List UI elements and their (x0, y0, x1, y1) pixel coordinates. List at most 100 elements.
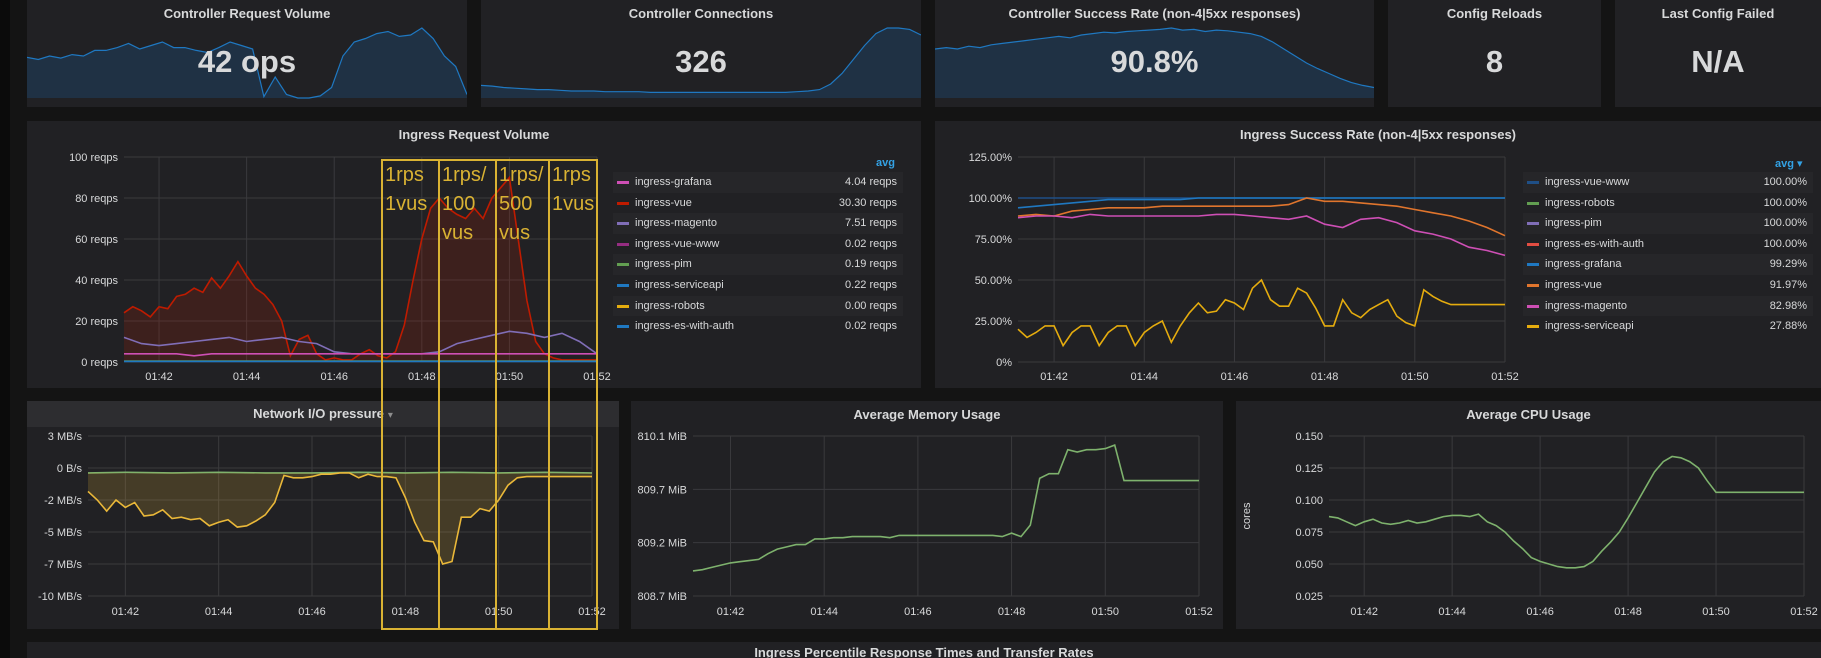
panel-title: Controller Connections (628, 6, 774, 21)
y-tick-label: 60 reqps (75, 234, 118, 246)
caret-down-icon[interactable]: ▾ (387, 410, 393, 421)
legend-name: ingress-robots (1545, 196, 1615, 209)
series-line-ingress-grafana (124, 353, 597, 357)
panel-title[interactable]: Network I/O pressure ▾ (27, 401, 619, 427)
legend-item-ingress-vue[interactable]: ingress-vue 91.97% (1523, 275, 1813, 296)
y-tick-label: -10 MB/s (38, 591, 83, 603)
legend-item-ingress-grafana[interactable]: ingress-grafana 99.29% (1523, 254, 1813, 275)
x-tick-label: 01:46 (904, 606, 932, 618)
legend-item-ingress-es-with-auth[interactable]: ingress-es-with-auth 0.02 reqps (613, 316, 903, 337)
legend-value: 82.98% (1769, 299, 1807, 312)
series-line-ingress-magento (1017, 213, 1506, 257)
y-tick-label: 40 reqps (75, 275, 118, 287)
legend-item-ingress-es-with-auth[interactable]: ingress-es-with-auth 100.00% (1523, 234, 1813, 255)
legend-name: ingress-vue (635, 196, 692, 209)
panel-average-cpu-usage[interactable]: Average CPU Usage 0.025 0.050 0.075 0.100 0.… (1236, 401, 1821, 629)
legend-swatch-icon (617, 325, 629, 329)
legend-item-ingress-serviceapi[interactable]: ingress-serviceapi 27.88% (1523, 316, 1813, 337)
legend-item-ingress-magento[interactable]: ingress-magento 7.51 reqps (613, 213, 903, 234)
legend-item-ingress-vue[interactable]: ingress-vue 30.30 reqps (613, 193, 903, 214)
stat-config-reloads[interactable]: Config Reloads 8 (1388, 0, 1601, 107)
y-tick-label: 80 reqps (75, 193, 118, 205)
legend-item-ingress-magento[interactable]: ingress-magento 82.98% (1523, 295, 1813, 317)
y-tick-label: -7 MB/s (44, 559, 82, 571)
legend: ingress-vue-www 100.00% ingress-robots 100.… (1523, 172, 1813, 337)
panel-title: Average Memory Usage (853, 407, 1001, 422)
stat-value: 8 (1485, 44, 1504, 79)
legend-value: 91.97% (1769, 278, 1807, 291)
y-tick-label: 100.00% (969, 193, 1013, 205)
y-tick-label: 0.125 (1295, 463, 1323, 475)
legend-item-ingress-vue-www[interactable]: ingress-vue-www 100.00% (1523, 172, 1813, 193)
legend-avg-header[interactable]: avg (876, 157, 895, 169)
legend-name: ingress-grafana (1545, 258, 1622, 271)
legend-name: ingress-pim (635, 258, 692, 271)
annotation-label: 1rps 1vus (552, 164, 595, 215)
legend-item-ingress-vue-www[interactable]: ingress-vue-www 0.02 reqps (613, 234, 903, 255)
legend-item-ingress-pim[interactable]: ingress-pim 0.19 reqps (613, 254, 903, 275)
stat-controller-success-rate[interactable]: Controller Success Rate (non-4|5xx respo… (935, 0, 1374, 107)
y-tick-label: 0.025 (1295, 591, 1323, 603)
stat-value: 90.8% (1110, 44, 1199, 79)
annotation-box: 1rps 1vus (381, 159, 440, 630)
legend-name: ingress-vue (1545, 278, 1602, 291)
y-tick-label: 50.00% (975, 275, 1013, 287)
panel-ingress-percentile[interactable]: Ingress Percentile Response Times and Tr… (27, 642, 1821, 658)
annotation-label: 1rps 1vus (385, 164, 428, 215)
legend-item-ingress-robots[interactable]: ingress-robots 0.00 reqps (613, 295, 903, 317)
y-tick-label: 20 reqps (75, 316, 118, 328)
x-tick-label: 01:48 (998, 606, 1026, 618)
y-axis-label: cores (1241, 502, 1253, 529)
annotation-box: 1rps/ 500 vus (495, 159, 550, 630)
legend-swatch-icon (1527, 242, 1539, 246)
panel-title-text: Network I/O pressure (253, 406, 384, 421)
legend-swatch-icon (617, 263, 629, 267)
series-line-receive (87, 471, 593, 474)
sparkline-area (27, 28, 467, 98)
legend-swatch-icon (617, 201, 629, 205)
x-tick-label: 01:52 (1790, 606, 1818, 618)
legend-value: 100.00% (1763, 237, 1807, 250)
y-tick-label: 0.100 (1295, 495, 1323, 507)
legend-value: 30.30 reqps (838, 196, 897, 209)
annotation-box: 1rps 1vus (548, 159, 598, 630)
legend-item-ingress-serviceapi[interactable]: ingress-serviceapi 0.22 reqps (613, 275, 903, 296)
x-tick-label: 01:44 (1130, 371, 1158, 383)
stat-controller-request-volume[interactable]: Controller Request Volume 42 ops (27, 0, 467, 107)
stat-value: 42 ops (197, 44, 297, 79)
panel-average-memory-usage[interactable]: Average Memory Usage 808.7 MiB 809.2 MiB 8… (631, 401, 1223, 629)
panel-title: Ingress Percentile Response Times and Tr… (754, 645, 1094, 658)
x-tick-label: 01:44 (1438, 606, 1466, 618)
legend-item-ingress-grafana[interactable]: ingress-grafana 4.04 reqps (613, 172, 903, 193)
legend-avg-header[interactable]: avg ▾ (1775, 158, 1803, 170)
y-tick-label: 100 reqps (69, 152, 118, 164)
x-tick-label: 01:42 (1350, 606, 1378, 618)
legend-name: ingress-vue-www (1545, 176, 1630, 188)
x-tick-label: 01:46 (1526, 606, 1554, 618)
grid (1018, 156, 1506, 363)
legend-swatch-icon (1527, 181, 1539, 184)
legend-value: 100.00% (1763, 176, 1807, 188)
panel-ingress-success-rate[interactable]: Ingress Success Rate (non-4|5xx response… (935, 121, 1821, 388)
legend-value: 0.00 reqps (845, 299, 897, 312)
y-tick-label: 809.2 MiB (637, 538, 687, 550)
x-tick-label: 01:46 (1221, 371, 1249, 383)
series-area-ingress-vue (124, 177, 597, 362)
legend-name: ingress-pim (1545, 217, 1602, 230)
legend-name: ingress-es-with-auth (635, 320, 735, 333)
x-tick-label: 01:50 (485, 606, 513, 618)
stat-controller-connections[interactable]: Controller Connections 326 (481, 0, 921, 107)
legend-value: 0.19 reqps (845, 258, 897, 271)
stat-last-config-failed[interactable]: Last Config Failed N/A (1615, 0, 1821, 107)
legend-name: ingress-vue-www (635, 237, 720, 250)
x-tick-label: 01:50 (1401, 371, 1429, 383)
ingress-success-chart: 0% 25.00% 50.00% 75.00% 100.00% 125.00% 01:42 0… (969, 152, 1519, 383)
y-tick-label: 0 B/s (57, 463, 83, 475)
sparkline-line (935, 27, 1374, 89)
legend-value: 0.02 reqps (845, 320, 897, 333)
annotation-box: 1rps/ 100 vus (438, 159, 497, 630)
legend-item-ingress-robots[interactable]: ingress-robots 100.00% (1523, 193, 1813, 214)
legend-swatch-icon (617, 222, 629, 226)
legend-item-ingress-pim[interactable]: ingress-pim 100.00% (1523, 213, 1813, 234)
panel-network-io-pressure[interactable]: Network I/O pressure ▾ -10 MB/s -7 MB/s -5 … (27, 401, 619, 629)
